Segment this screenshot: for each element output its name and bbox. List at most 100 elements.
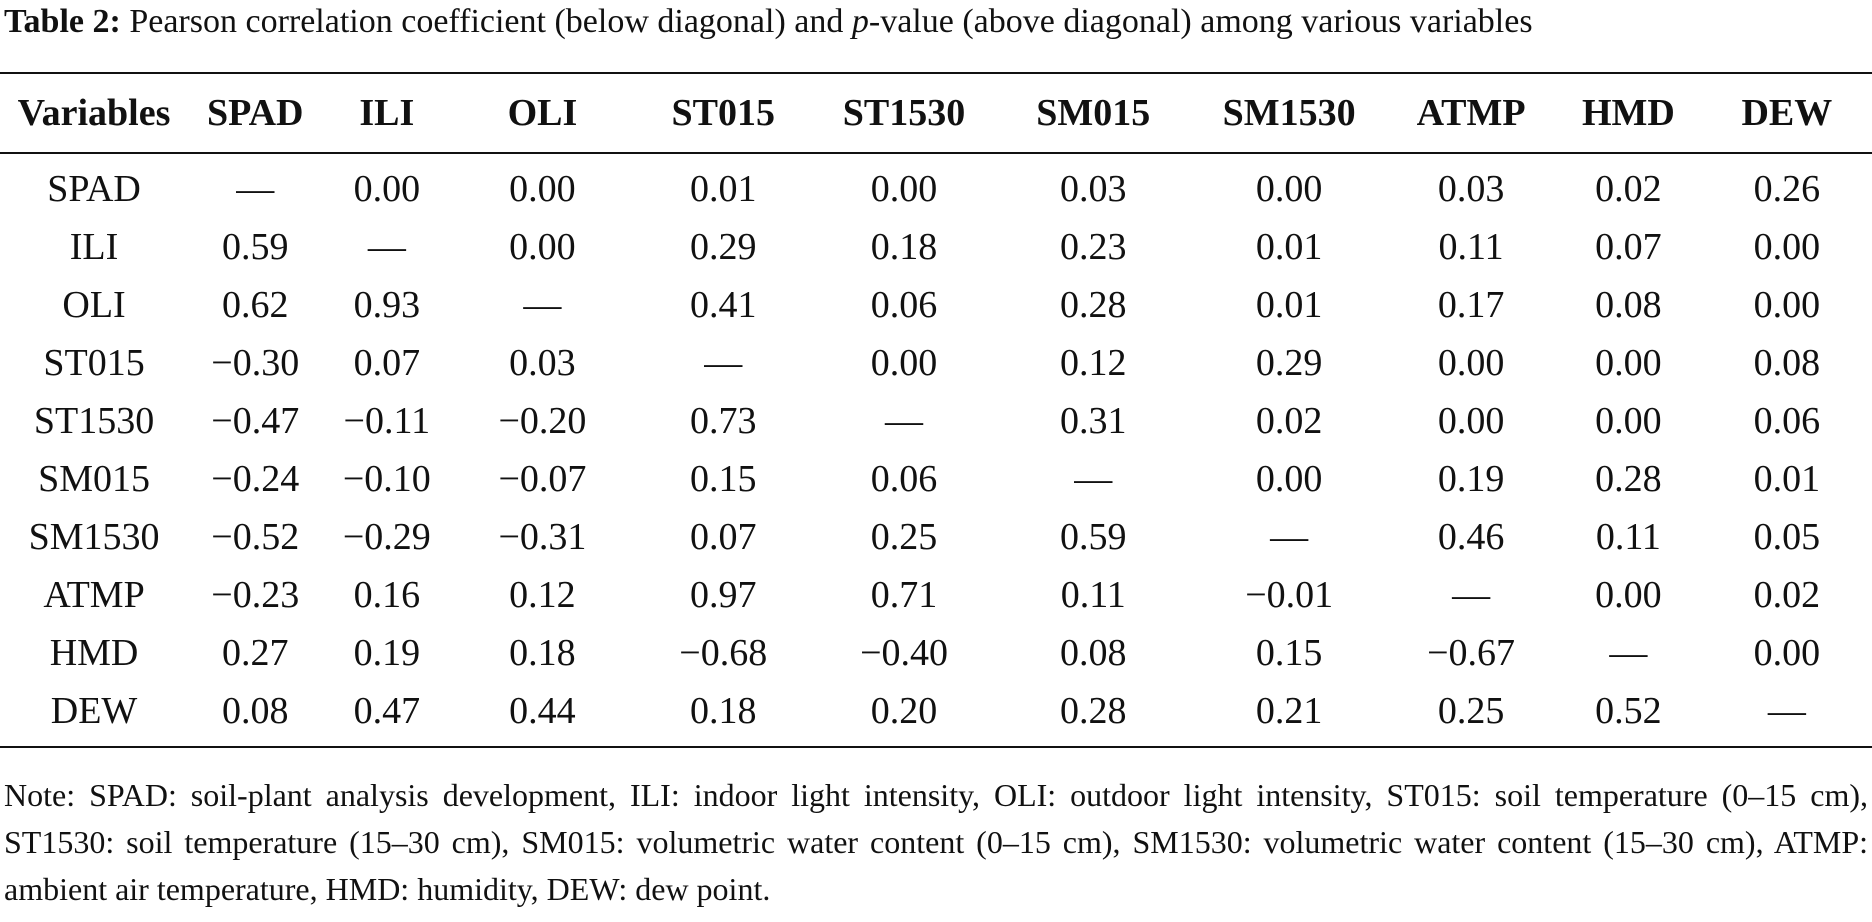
table-cell: 0.00 bbox=[1595, 400, 1662, 442]
table-cell: 0.00 bbox=[1437, 342, 1505, 384]
table-cell: 0.21 bbox=[1255, 690, 1323, 732]
table-cell: 0.00 bbox=[509, 168, 576, 210]
caption-p-variable: p bbox=[851, 3, 869, 40]
table-cell: −0.01 bbox=[1245, 574, 1334, 616]
table-cell: 0.00 bbox=[1753, 226, 1821, 268]
table-cell: 0.07 bbox=[353, 342, 421, 384]
header-cell: HMD bbox=[1581, 92, 1675, 134]
table-cell: 0.62 bbox=[222, 284, 289, 326]
table-cell: 0.11 bbox=[1060, 574, 1126, 616]
header-cell: SM015 bbox=[1036, 92, 1151, 134]
table-note: Note: SPAD: soil-plant analysis developm… bbox=[4, 777, 1868, 907]
table-cell: 0.00 bbox=[509, 226, 576, 268]
header-cell: ATMP bbox=[1416, 92, 1526, 134]
table-cell: −0.52 bbox=[211, 516, 300, 558]
table-cell: 0.06 bbox=[870, 284, 938, 326]
table-cell: 0.25 bbox=[1437, 690, 1505, 732]
table-cell: — bbox=[1609, 632, 1648, 674]
caption-text-before: Pearson correlation coefficient (below d… bbox=[120, 3, 852, 40]
table-cell: 0.15 bbox=[1255, 632, 1323, 674]
table-row: SPAD — 0.00 0.00 0.01 0.00 0.03 0.00 0.0… bbox=[0, 153, 1872, 218]
table-cell: 0.46 bbox=[1437, 516, 1505, 558]
table-cell: 0.23 bbox=[1059, 226, 1127, 268]
table-row: ST015 −0.30 0.07 0.03 — 0.00 0.12 0.29 0… bbox=[0, 334, 1872, 392]
table-cell: −0.10 bbox=[342, 458, 431, 500]
table-cell: — bbox=[1074, 458, 1113, 500]
row-label-cell: HMD bbox=[49, 632, 139, 674]
table-cell: 0.18 bbox=[870, 226, 938, 268]
table-cell: 0.01 bbox=[689, 168, 757, 210]
table-cell: 0.03 bbox=[1437, 168, 1505, 210]
table-cell: 0.02 bbox=[1255, 400, 1323, 442]
table-cell: −0.47 bbox=[211, 400, 300, 442]
row-label-cell: OLI bbox=[62, 284, 126, 326]
table-cell: 0.29 bbox=[689, 226, 757, 268]
table-cell: 0.27 bbox=[222, 632, 289, 674]
table-cell: 0.05 bbox=[1753, 516, 1821, 558]
table-row: SM015 −0.24 −0.10 −0.07 0.15 0.06 — 0.00… bbox=[0, 450, 1872, 508]
table-row: DEW 0.08 0.47 0.44 0.18 0.20 0.28 0.21 0… bbox=[0, 682, 1872, 747]
table-cell: 0.00 bbox=[1437, 400, 1505, 442]
table-cell: −0.40 bbox=[860, 632, 948, 674]
table-cell: 0.11 bbox=[1438, 226, 1504, 268]
table-cell: 0.52 bbox=[1595, 690, 1662, 732]
table-cell: — bbox=[1452, 574, 1491, 616]
correlation-table: Variables SPAD ILI OLI ST015 ST1530 SM01… bbox=[0, 72, 1872, 748]
header-cell: ST1530 bbox=[842, 92, 966, 134]
table-cell: 0.02 bbox=[1595, 168, 1662, 210]
table-cell: 0.00 bbox=[1753, 284, 1821, 326]
table-cell: 0.18 bbox=[509, 632, 576, 674]
table-header-row: Variables SPAD ILI OLI ST015 ST1530 SM01… bbox=[0, 73, 1872, 153]
table-cell: 0.06 bbox=[870, 458, 938, 500]
table-cell: 0.12 bbox=[509, 574, 576, 616]
table-cell: 0.41 bbox=[689, 284, 757, 326]
table-cell: 0.18 bbox=[689, 690, 757, 732]
table-cell: 0.15 bbox=[689, 458, 757, 500]
table-cell: −0.07 bbox=[498, 458, 587, 500]
table-cell: 0.00 bbox=[1255, 168, 1323, 210]
table-cell: 0.17 bbox=[1437, 284, 1505, 326]
table-row: ST1530 −0.47 −0.11 −0.20 0.73 — 0.31 0.0… bbox=[0, 392, 1872, 450]
table-cell: 0.12 bbox=[1059, 342, 1127, 384]
table-cell: −0.68 bbox=[679, 632, 768, 674]
table-cell: 0.00 bbox=[1595, 574, 1662, 616]
table-cell: 0.47 bbox=[353, 690, 421, 732]
row-label-cell: ST1530 bbox=[33, 400, 155, 442]
header-cell: ST015 bbox=[671, 92, 775, 134]
table-cell: 0.03 bbox=[509, 342, 576, 384]
table-caption: Table 2: Pearson correlation coefficient… bbox=[4, 0, 1868, 44]
row-label-cell: SPAD bbox=[47, 168, 141, 210]
table-cell: — bbox=[885, 400, 924, 442]
table-cell: −0.30 bbox=[211, 342, 300, 384]
caption-label: Table 2: bbox=[4, 3, 121, 40]
table-cell: −0.29 bbox=[342, 516, 431, 558]
table-cell: 0.01 bbox=[1255, 226, 1323, 268]
table-cell: 0.28 bbox=[1059, 284, 1127, 326]
table-cell: 0.16 bbox=[353, 574, 421, 616]
table-cell: — bbox=[1270, 516, 1309, 558]
table-cell: 0.20 bbox=[870, 690, 938, 732]
caption-text-after: -value (above diagonal) among various va… bbox=[868, 3, 1533, 40]
table-cell: −0.67 bbox=[1427, 632, 1516, 674]
table-cell: 0.28 bbox=[1059, 690, 1127, 732]
row-label-cell: ATMP bbox=[43, 574, 145, 616]
header-cell: ILI bbox=[359, 92, 415, 134]
header-cell: SM1530 bbox=[1222, 92, 1356, 134]
table-cell: 0.19 bbox=[353, 632, 421, 674]
table-cell: 0.00 bbox=[1753, 632, 1821, 674]
table-cell: — bbox=[523, 284, 562, 326]
table-cell: 0.07 bbox=[1595, 226, 1662, 268]
table-cell: 0.93 bbox=[353, 284, 421, 326]
table-cell: 0.02 bbox=[1753, 574, 1821, 616]
table-cell: 0.26 bbox=[1753, 168, 1821, 210]
row-label-cell: SM015 bbox=[38, 458, 150, 500]
table-cell: — bbox=[704, 342, 743, 384]
table-cell: 0.00 bbox=[870, 342, 938, 384]
table-cell: 0.11 bbox=[1595, 516, 1661, 558]
table-row: OLI 0.62 0.93 — 0.41 0.06 0.28 0.01 0.17… bbox=[0, 276, 1872, 334]
table-cell: 0.08 bbox=[1059, 632, 1127, 674]
table-cell: 0.03 bbox=[1059, 168, 1127, 210]
table-cell: −0.23 bbox=[211, 574, 300, 616]
row-label-cell: ST015 bbox=[43, 342, 145, 384]
table-cell: 0.25 bbox=[870, 516, 938, 558]
